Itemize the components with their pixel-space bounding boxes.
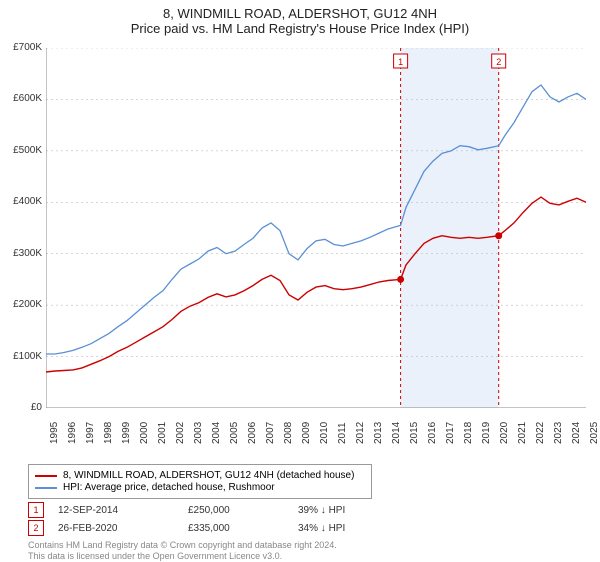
- x-tick-label: 2005: [229, 422, 240, 444]
- sale-date-1: 12-SEP-2014: [58, 505, 188, 516]
- plot-svg: 12: [46, 48, 586, 408]
- title-line1: 8, WINDMILL ROAD, ALDERSHOT, GU12 4NH: [0, 6, 600, 21]
- sale-marker-1: 1: [28, 502, 44, 518]
- legend-row-property: 8, WINDMILL ROAD, ALDERSHOT, GU12 4NH (d…: [35, 470, 365, 481]
- y-tick-label: £100K: [0, 351, 42, 362]
- title-line2: Price paid vs. HM Land Registry's House …: [0, 21, 600, 36]
- x-tick-label: 2011: [337, 422, 348, 444]
- x-tick-label: 2025: [589, 422, 600, 444]
- x-tick-label: 2007: [265, 422, 276, 444]
- x-tick-label: 2024: [571, 422, 582, 444]
- x-tick-label: 2010: [319, 422, 330, 444]
- sales-row-2: 2 26-FEB-2020 £335,000 34% ↓ HPI: [28, 520, 398, 536]
- y-tick-label: £400K: [0, 196, 42, 207]
- svg-text:1: 1: [398, 57, 403, 67]
- chart-area: 12: [46, 48, 586, 408]
- x-tick-label: 2000: [139, 422, 150, 444]
- x-tick-label: 2008: [283, 422, 294, 444]
- x-tick-label: 2001: [157, 422, 168, 444]
- x-tick-label: 1996: [67, 422, 78, 444]
- x-tick-label: 2019: [481, 422, 492, 444]
- y-tick-label: £200K: [0, 299, 42, 310]
- sale-marker-2-id: 2: [33, 523, 38, 533]
- x-tick-label: 2015: [409, 422, 420, 444]
- x-tick-label: 2017: [445, 422, 456, 444]
- sale-price-1: £250,000: [188, 505, 298, 516]
- x-tick-label: 2003: [193, 422, 204, 444]
- x-axis-labels: 1995 1996 1997 1998 1999 2000 2001 2002 2003 2004…: [46, 410, 586, 470]
- footnote-line1: Contains HM Land Registry data © Crown c…: [28, 540, 337, 551]
- sale-diff-2: 34% ↓ HPI: [298, 523, 398, 534]
- x-tick-label: 2012: [355, 422, 366, 444]
- x-tick-label: 2002: [175, 422, 186, 444]
- y-tick-label: £600K: [0, 93, 42, 104]
- footnote: Contains HM Land Registry data © Crown c…: [28, 540, 337, 562]
- x-tick-label: 2014: [391, 422, 402, 444]
- x-tick-label: 2023: [553, 422, 564, 444]
- x-tick-label: 2022: [535, 422, 546, 444]
- sale-price-2: £335,000: [188, 523, 298, 534]
- legend-label-property: 8, WINDMILL ROAD, ALDERSHOT, GU12 4NH (d…: [63, 470, 354, 481]
- sale-marker-2: 2: [28, 520, 44, 536]
- legend-row-hpi: HPI: Average price, detached house, Rush…: [35, 482, 365, 493]
- x-tick-label: 1998: [103, 422, 114, 444]
- x-tick-label: 2009: [301, 422, 312, 444]
- legend-swatch-hpi: [35, 487, 57, 489]
- x-tick-label: 1997: [85, 422, 96, 444]
- y-tick-label: £300K: [0, 248, 42, 259]
- sale-diff-1: 39% ↓ HPI: [298, 505, 398, 516]
- y-tick-label: £500K: [0, 145, 42, 156]
- legend-swatch-property: [35, 475, 57, 477]
- svg-text:2: 2: [496, 57, 501, 67]
- x-tick-label: 2004: [211, 422, 222, 444]
- sale-date-2: 26-FEB-2020: [58, 523, 188, 534]
- x-tick-label: 2018: [463, 422, 474, 444]
- chart-container: 8, WINDMILL ROAD, ALDERSHOT, GU12 4NH Pr…: [0, 0, 600, 560]
- x-tick-label: 2006: [247, 422, 258, 444]
- x-tick-label: 1995: [49, 422, 60, 444]
- title-block: 8, WINDMILL ROAD, ALDERSHOT, GU12 4NH Pr…: [0, 0, 600, 36]
- sale-marker-1-id: 1: [33, 505, 38, 515]
- legend-label-hpi: HPI: Average price, detached house, Rush…: [63, 482, 275, 493]
- x-tick-label: 2013: [373, 422, 384, 444]
- sales-row-1: 1 12-SEP-2014 £250,000 39% ↓ HPI: [28, 502, 398, 518]
- legend: 8, WINDMILL ROAD, ALDERSHOT, GU12 4NH (d…: [28, 464, 372, 499]
- x-tick-label: 2020: [499, 422, 510, 444]
- x-tick-label: 1999: [121, 422, 132, 444]
- x-tick-label: 2021: [517, 422, 528, 444]
- y-tick-label: £700K: [0, 42, 42, 53]
- y-tick-label: £0: [0, 402, 42, 413]
- sales-table: 1 12-SEP-2014 £250,000 39% ↓ HPI 2 26-FE…: [28, 500, 398, 538]
- x-tick-label: 2016: [427, 422, 438, 444]
